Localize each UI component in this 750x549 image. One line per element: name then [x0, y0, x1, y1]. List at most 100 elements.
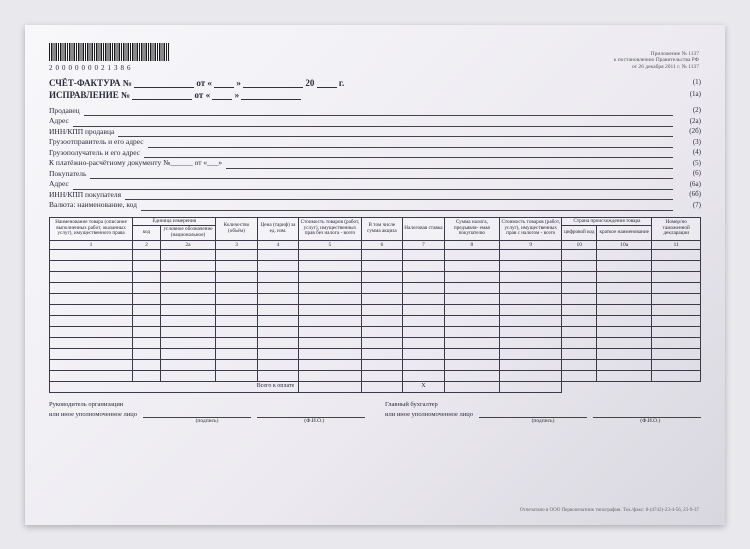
table-cell[interactable]: [500, 293, 562, 304]
table-cell[interactable]: [216, 249, 258, 260]
table-cell[interactable]: [562, 304, 597, 315]
table-cell[interactable]: [562, 282, 597, 293]
table-cell[interactable]: [50, 315, 133, 326]
table-cell[interactable]: [50, 370, 133, 381]
table-cell[interactable]: [652, 304, 701, 315]
table-cell[interactable]: [257, 370, 299, 381]
table-cell[interactable]: [299, 315, 361, 326]
table-cell[interactable]: [652, 249, 701, 260]
table-cell[interactable]: [500, 315, 562, 326]
table-cell[interactable]: [562, 249, 597, 260]
table-cell[interactable]: [403, 260, 445, 271]
sign-left-fio-line[interactable]: [257, 410, 365, 418]
table-cell[interactable]: [50, 326, 133, 337]
table-cell[interactable]: [500, 260, 562, 271]
field-line[interactable]: [84, 108, 673, 116]
table-cell[interactable]: [133, 370, 161, 381]
table-cell[interactable]: [216, 348, 258, 359]
table-cell[interactable]: [361, 370, 403, 381]
table-cell[interactable]: [257, 315, 299, 326]
table-cell[interactable]: [652, 271, 701, 282]
field-line[interactable]: [118, 129, 673, 137]
table-cell[interactable]: [361, 326, 403, 337]
table-cell[interactable]: [444, 348, 499, 359]
table-cell[interactable]: [562, 260, 597, 271]
table-cell[interactable]: [133, 315, 161, 326]
table-cell[interactable]: [444, 359, 499, 370]
table-cell[interactable]: [500, 370, 562, 381]
table-cell[interactable]: [216, 282, 258, 293]
table-cell[interactable]: [160, 293, 215, 304]
table-row[interactable]: [50, 337, 701, 348]
table-cell[interactable]: [562, 359, 597, 370]
table-cell[interactable]: [652, 359, 701, 370]
table-cell[interactable]: [444, 315, 499, 326]
table-cell[interactable]: [361, 348, 403, 359]
table-cell[interactable]: [444, 271, 499, 282]
table-cell[interactable]: [361, 315, 403, 326]
table-cell[interactable]: [562, 348, 597, 359]
table-cell[interactable]: [216, 304, 258, 315]
table-cell[interactable]: [361, 260, 403, 271]
table-row[interactable]: [50, 282, 701, 293]
table-cell[interactable]: [299, 348, 361, 359]
table-cell[interactable]: [160, 326, 215, 337]
table-cell[interactable]: [500, 282, 562, 293]
table-cell[interactable]: [257, 348, 299, 359]
table-cell[interactable]: [361, 282, 403, 293]
sign-right-fio-line[interactable]: [593, 410, 701, 418]
field-line[interactable]: [144, 150, 673, 158]
table-cell[interactable]: [216, 315, 258, 326]
field-line[interactable]: [90, 171, 673, 179]
table-row[interactable]: [50, 304, 701, 315]
table-cell[interactable]: [444, 282, 499, 293]
sign-left-podpis-line[interactable]: [143, 410, 251, 418]
table-cell[interactable]: [299, 304, 361, 315]
table-cell[interactable]: [216, 293, 258, 304]
table-cell[interactable]: [216, 260, 258, 271]
table-cell[interactable]: [216, 271, 258, 282]
table-row[interactable]: [50, 249, 701, 260]
table-cell[interactable]: [50, 337, 133, 348]
table-cell[interactable]: [562, 326, 597, 337]
table-cell[interactable]: [562, 337, 597, 348]
table-cell[interactable]: [444, 293, 499, 304]
table-cell[interactable]: [216, 359, 258, 370]
table-cell[interactable]: [160, 271, 215, 282]
table-cell[interactable]: [597, 293, 652, 304]
table-cell[interactable]: [444, 304, 499, 315]
table-cell[interactable]: [299, 249, 361, 260]
table-cell[interactable]: [133, 271, 161, 282]
table-cell[interactable]: [257, 304, 299, 315]
table-cell[interactable]: [597, 282, 652, 293]
table-cell[interactable]: [133, 293, 161, 304]
table-cell[interactable]: [403, 315, 445, 326]
table-row[interactable]: [50, 315, 701, 326]
table-cell[interactable]: [50, 348, 133, 359]
table-cell[interactable]: [299, 282, 361, 293]
table-cell[interactable]: [50, 260, 133, 271]
table-cell[interactable]: [403, 370, 445, 381]
table-cell[interactable]: [50, 282, 133, 293]
table-cell[interactable]: [133, 249, 161, 260]
table-cell[interactable]: [361, 359, 403, 370]
table-cell[interactable]: [403, 271, 445, 282]
table-cell[interactable]: [652, 370, 701, 381]
table-cell[interactable]: [500, 337, 562, 348]
table-cell[interactable]: [133, 348, 161, 359]
table-cell[interactable]: [597, 326, 652, 337]
table-cell[interactable]: [133, 282, 161, 293]
field-line[interactable]: [226, 161, 673, 169]
table-cell[interactable]: [597, 348, 652, 359]
table-cell[interactable]: [444, 249, 499, 260]
table-row[interactable]: [50, 348, 701, 359]
table-cell[interactable]: [160, 249, 215, 260]
table-cell[interactable]: [160, 348, 215, 359]
table-cell[interactable]: [500, 304, 562, 315]
table-cell[interactable]: [403, 337, 445, 348]
table-cell[interactable]: [50, 249, 133, 260]
table-cell[interactable]: [597, 337, 652, 348]
table-cell[interactable]: [216, 337, 258, 348]
table-cell[interactable]: [50, 293, 133, 304]
table-cell[interactable]: [652, 282, 701, 293]
